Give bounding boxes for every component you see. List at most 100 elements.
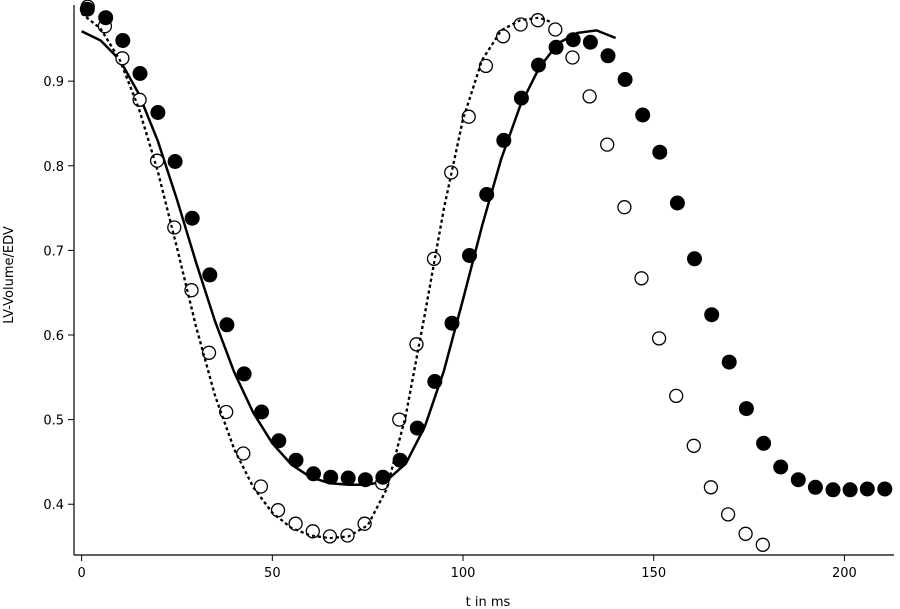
open-circle-point — [755, 537, 770, 552]
open-circle-point — [495, 29, 511, 44]
filled-circle-point — [807, 479, 823, 495]
open-circle-point — [340, 528, 355, 543]
filled-circle-point — [79, 1, 95, 17]
open-circle-point — [167, 220, 182, 235]
filled-circle-point — [167, 154, 183, 169]
filled-circle-point — [357, 472, 373, 488]
open-circle-point — [600, 137, 615, 152]
filled-circle-point — [444, 315, 460, 331]
open-circle-point — [720, 507, 736, 522]
open-circle-point — [270, 503, 286, 518]
filled-circle-point — [859, 481, 875, 497]
open-circle-point — [236, 446, 251, 461]
y-axis: 0.4 0.5 0.6 0.7 0.8 0.9 — [43, 5, 75, 555]
open-circle-point — [565, 50, 580, 65]
open-circle-point — [392, 412, 407, 427]
filled-circle-point — [323, 469, 339, 485]
x-tick-label: 100 — [451, 566, 476, 581]
filled-circle-point — [184, 210, 200, 226]
open-circle-point — [461, 109, 476, 124]
filled-circle-point — [306, 466, 321, 482]
filled-circle-point — [721, 354, 737, 370]
plot-area — [79, 0, 893, 552]
filled-circle-point — [409, 420, 425, 436]
x-tick-label: 50 — [264, 566, 281, 581]
x-axis-title: t in ms — [466, 595, 511, 609]
open-circle-point — [426, 251, 442, 266]
filled-circle-point — [790, 472, 806, 488]
dotted-fit-curve — [80, 12, 552, 540]
x-tick-label: 0 — [77, 566, 85, 581]
open-circle-point — [322, 529, 338, 544]
filled-circle-point — [98, 10, 114, 26]
filled-circle-point — [548, 39, 564, 55]
y-tick-label: 0.4 — [43, 498, 64, 513]
filled-circle-point — [150, 105, 166, 120]
y-tick-label: 0.7 — [43, 244, 64, 259]
y-tick-label: 0.8 — [43, 160, 64, 175]
filled-circle-point — [496, 132, 512, 148]
open-circle-point — [582, 89, 597, 104]
open-circle-point — [132, 92, 147, 107]
filled-circle-point — [842, 482, 858, 498]
solid-fit-curve — [81, 29, 617, 487]
filled-circle-point — [375, 469, 391, 485]
filled-circle-point — [115, 33, 131, 48]
filled-circle-point — [756, 435, 772, 451]
filled-circle-point — [513, 90, 529, 106]
open-circle-point — [530, 13, 545, 28]
filled-circle-point — [738, 401, 754, 417]
open-circle-point — [253, 479, 269, 494]
filled-circle-point — [288, 452, 304, 468]
filled-circle-point — [340, 470, 356, 486]
filled-circle-point — [825, 482, 841, 498]
open-circle-point — [478, 58, 494, 74]
y-axis-title: LV-Volume/EDV — [2, 226, 17, 324]
filled-circle-point — [236, 366, 252, 382]
filled-circle-point — [462, 248, 477, 263]
open-circle-point — [219, 404, 234, 420]
open-circle-point — [548, 22, 563, 37]
filled-circle-point — [704, 307, 720, 323]
filled-circle-point — [531, 57, 546, 73]
filled-circle-point — [635, 107, 651, 123]
open-circle-point — [669, 388, 684, 404]
filled-circle-point — [565, 32, 581, 48]
filled-circle-point — [479, 187, 495, 202]
filled-circle-point — [773, 459, 789, 475]
filled-circle-point — [582, 34, 598, 50]
filled-circle-point — [877, 481, 893, 497]
filled-circle-point — [652, 144, 668, 160]
y-tick-label: 0.5 — [43, 414, 64, 429]
open-circle-point — [617, 200, 632, 215]
filled-circle-point — [392, 452, 408, 468]
x-axis: 0 50 100 150 200 — [74, 554, 894, 581]
filled-circle-point — [132, 66, 148, 81]
filled-circle-point — [669, 195, 685, 211]
open-circle-point — [184, 283, 199, 298]
x-tick-label: 200 — [832, 566, 857, 581]
filled-circle-point — [219, 317, 235, 333]
filled-circle-point — [617, 72, 633, 87]
filled-circle-point — [427, 374, 443, 389]
open-circle-point — [115, 51, 130, 66]
y-tick-label: 0.6 — [43, 329, 64, 344]
filled-circle-point — [271, 433, 287, 449]
open-circle-point — [444, 165, 459, 180]
open-circle-point — [686, 438, 701, 453]
open-circle-point — [357, 516, 372, 531]
filled-circle-point — [600, 48, 616, 64]
filled-circle-point — [254, 404, 270, 420]
open-circle-point — [201, 345, 217, 360]
open-circle-point — [305, 524, 320, 539]
open-circle-point — [634, 271, 649, 286]
dotted-fit-curve-overlay — [80, 12, 552, 540]
open-circle-point — [651, 331, 667, 346]
filled-circle-point — [202, 267, 218, 283]
open-circle-point — [703, 480, 719, 495]
y-tick-label: 0.9 — [43, 75, 64, 90]
x-tick-label: 150 — [641, 566, 666, 581]
open-circle-point — [409, 337, 424, 352]
open-circle-point — [738, 526, 753, 541]
